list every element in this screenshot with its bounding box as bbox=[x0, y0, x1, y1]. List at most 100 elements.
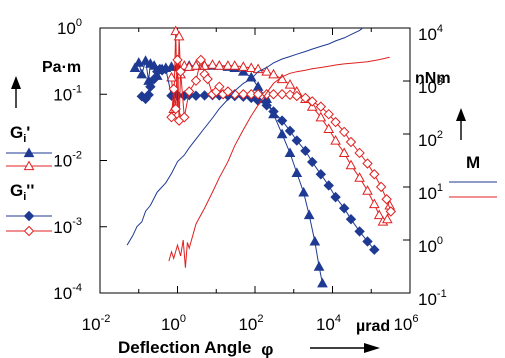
data-point-Gpp_blue bbox=[354, 226, 365, 237]
legend-gi-double-g: G bbox=[10, 181, 23, 200]
data-point-Gp_blue bbox=[284, 147, 296, 158]
data-point-Gpp_blue bbox=[338, 203, 350, 214]
data-point-Gpp_blue bbox=[362, 236, 373, 247]
y-left-tick-label-1-base: 10 bbox=[53, 85, 72, 104]
data-point-Gpp_red bbox=[307, 96, 318, 107]
data-point-Gpp_blue bbox=[160, 63, 172, 75]
y-left-unit-label: Pa·m bbox=[42, 59, 81, 76]
data-point-Gpp_blue bbox=[268, 106, 279, 117]
legend-gi-prime-g: G bbox=[10, 123, 23, 142]
data-point-Gp_red bbox=[381, 213, 393, 224]
data-point-Gp_red bbox=[373, 209, 385, 220]
legend-gi-double-red-marker bbox=[23, 225, 35, 237]
data-point-Gp_red bbox=[245, 62, 257, 72]
x-unit-label: µrad bbox=[356, 318, 390, 335]
data-point-Gpp_blue bbox=[315, 169, 327, 180]
legend-m-label: M bbox=[466, 153, 480, 172]
data-point-Gpp_red bbox=[170, 103, 181, 115]
y-left-tick-label-2-base: 10 bbox=[53, 152, 72, 171]
data-point-Gpp_red bbox=[276, 89, 288, 100]
data-point-Gpp_blue bbox=[300, 145, 311, 157]
data-point-Gp_red bbox=[173, 30, 185, 41]
data-point-Gp_red bbox=[368, 198, 380, 209]
data-point-Gpp_blue bbox=[284, 125, 296, 137]
x-tick-label-3: 104 bbox=[316, 313, 341, 334]
data-point-Gpp_red bbox=[172, 54, 183, 66]
y-right-tick-label-4-base: 10 bbox=[418, 237, 437, 256]
y-right-tick-label-4: 100 bbox=[418, 235, 443, 256]
data-point-Gpp_blue bbox=[148, 73, 160, 85]
y-left-tick-label-4: 10-4 bbox=[53, 282, 82, 303]
data-point-Gp_red bbox=[237, 61, 249, 71]
x-axis-title: Deflection Angle φ bbox=[118, 338, 273, 358]
data-point-Gp_red bbox=[354, 172, 365, 182]
y-right-tick-label-0-base: 10 bbox=[418, 25, 437, 44]
data-point-Gpp_red bbox=[345, 136, 357, 148]
y-right-tick-label-3-exp: 1 bbox=[437, 182, 443, 194]
data-point-Gpp_blue bbox=[323, 180, 334, 191]
data-point-Gp_red bbox=[323, 123, 335, 133]
x-tick-label-0-exp: -2 bbox=[101, 313, 111, 325]
y-right-tick-label-1-base: 10 bbox=[418, 78, 437, 97]
right-up-arrow bbox=[456, 108, 466, 140]
y-left-tick-label-3-base: 10 bbox=[53, 218, 72, 237]
data-point-Gpp_blue bbox=[145, 81, 156, 92]
data-point-Gpp_red bbox=[214, 81, 225, 92]
y-right-tick-label-3-base: 10 bbox=[418, 184, 437, 203]
data-point-Gpp_red bbox=[179, 112, 190, 123]
data-point-Gpp_red bbox=[362, 158, 373, 169]
data-point-Gp_blue bbox=[136, 68, 148, 79]
data-point-Gp_red bbox=[222, 60, 234, 70]
x-tick-label-4-exp: 6 bbox=[412, 313, 418, 325]
data-point-Gpp_red bbox=[381, 194, 392, 205]
series-layer bbox=[126, 25, 397, 288]
data-point-Gp_red bbox=[183, 61, 195, 71]
y-right-tick-label-5-exp: -1 bbox=[437, 288, 447, 300]
data-point-Gp_red bbox=[330, 135, 341, 145]
y-right-tick-label-0: 104 bbox=[418, 23, 443, 44]
data-point-Gp_red bbox=[261, 66, 273, 76]
data-point-Gp_red bbox=[362, 185, 373, 195]
y-left-tick-label-0-base: 10 bbox=[57, 19, 76, 38]
data-point-Gp_red bbox=[207, 59, 218, 69]
data-point-Gpp_red bbox=[284, 89, 296, 101]
data-point-Gpp_red bbox=[202, 73, 213, 85]
data-point-Gp_blue bbox=[291, 167, 303, 177]
x-tick-label-1-base: 10 bbox=[161, 315, 180, 334]
data-point-Gp_red bbox=[166, 71, 177, 82]
data-point-Gpp_red bbox=[268, 89, 279, 100]
x-tick-label-1: 100 bbox=[161, 313, 186, 334]
data-point-Gpp_blue bbox=[261, 100, 272, 111]
y-left-tick-label-1: 10-1 bbox=[53, 83, 82, 104]
data-point-Gpp_red bbox=[369, 169, 380, 180]
data-point-Gp_red bbox=[229, 60, 241, 70]
y-left-tick-label-2-exp: -2 bbox=[72, 150, 82, 162]
data-point-Gpp_red bbox=[330, 116, 341, 128]
legend-gi-prime-red-marker bbox=[23, 160, 35, 171]
y-right-tick-label-4-exp: 0 bbox=[437, 235, 443, 247]
tick-labels: 10-2 100 102 104 10610010-110-210-310-410410… bbox=[53, 17, 446, 334]
legend-gi-prime-label: Gi' bbox=[10, 123, 30, 145]
data-point-Gpp_red bbox=[238, 89, 249, 100]
data-point-Gpp_blue bbox=[330, 191, 341, 203]
y-left-tick-label-1-exp: -1 bbox=[72, 83, 82, 95]
data-point-Gpp_blue bbox=[143, 89, 154, 101]
data-point-Gpp_red bbox=[168, 83, 179, 95]
data-point-Gpp_red bbox=[315, 101, 327, 112]
data-point-Gpp_red bbox=[291, 90, 303, 102]
series-M_blue bbox=[126, 27, 364, 246]
y-left-tick-label-4-exp: -4 bbox=[72, 282, 82, 294]
y-right-tick-label-3: 101 bbox=[418, 182, 443, 203]
data-point-Gp_red bbox=[213, 60, 225, 70]
x-axis-title-text: Deflection Angle bbox=[118, 338, 252, 357]
data-point-Gp_blue bbox=[317, 277, 328, 288]
data-point-Gpp_red bbox=[300, 92, 311, 104]
y-right-tick-label-5-base: 10 bbox=[418, 290, 437, 309]
x-tick-label-2-exp: 2 bbox=[257, 313, 263, 325]
data-point-Gpp_red bbox=[375, 181, 387, 193]
y-right-unit-label: nNm bbox=[415, 70, 451, 87]
axis-ticks bbox=[99, 27, 411, 294]
y-right-tick-label-2-base: 10 bbox=[418, 131, 437, 150]
data-point-Gpp_blue bbox=[190, 90, 202, 101]
data-point-Gpp_red bbox=[229, 89, 240, 100]
